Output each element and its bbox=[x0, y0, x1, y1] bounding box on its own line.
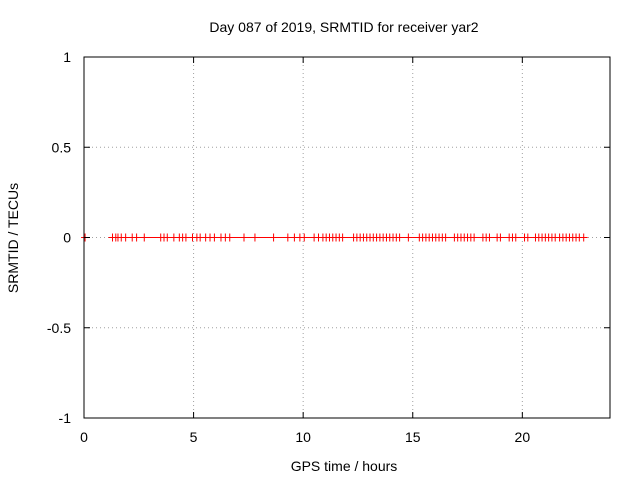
data-point-marker bbox=[239, 233, 248, 242]
data-point-marker bbox=[269, 233, 278, 242]
data-point-marker bbox=[250, 233, 259, 242]
x-tick-labels: 0 5 10 15 20 bbox=[80, 429, 530, 445]
data-point-marker bbox=[300, 233, 309, 242]
data-point-marker bbox=[485, 233, 494, 242]
x-tick-label: 5 bbox=[190, 429, 198, 445]
data-point-marker bbox=[225, 233, 234, 242]
data-points bbox=[81, 233, 588, 242]
x-tick-label: 0 bbox=[80, 429, 88, 445]
data-point-marker bbox=[496, 233, 505, 242]
x-axis-label: GPS time / hours bbox=[291, 458, 398, 474]
y-tick-label: -0.5 bbox=[47, 320, 71, 336]
data-point-marker bbox=[395, 233, 404, 242]
data-point-marker bbox=[338, 233, 347, 242]
y-tick-label: -1 bbox=[59, 410, 72, 426]
data-point-marker bbox=[140, 233, 149, 242]
chart-title: Day 087 of 2019, SRMTID for receiver yar… bbox=[209, 19, 478, 35]
data-point-marker bbox=[470, 233, 479, 242]
data-point-marker bbox=[132, 233, 141, 242]
y-tick-labels: -1 -0.5 0 0.5 1 bbox=[47, 49, 71, 426]
x-tick-label: 20 bbox=[515, 429, 531, 445]
data-point-marker bbox=[441, 233, 450, 242]
y-tick-label: 1 bbox=[63, 49, 71, 65]
data-point-marker bbox=[511, 233, 520, 242]
data-point-marker bbox=[523, 233, 532, 242]
axis-ticks bbox=[83, 56, 610, 419]
x-tick-label: 15 bbox=[405, 429, 421, 445]
data-point-marker bbox=[579, 233, 588, 242]
y-tick-label: 0 bbox=[63, 230, 71, 246]
data-point-marker bbox=[404, 233, 413, 242]
y-tick-label: 0.5 bbox=[52, 139, 72, 155]
x-tick-label: 10 bbox=[295, 429, 311, 445]
y-axis-label: SRMTID / TECUs bbox=[5, 183, 21, 293]
